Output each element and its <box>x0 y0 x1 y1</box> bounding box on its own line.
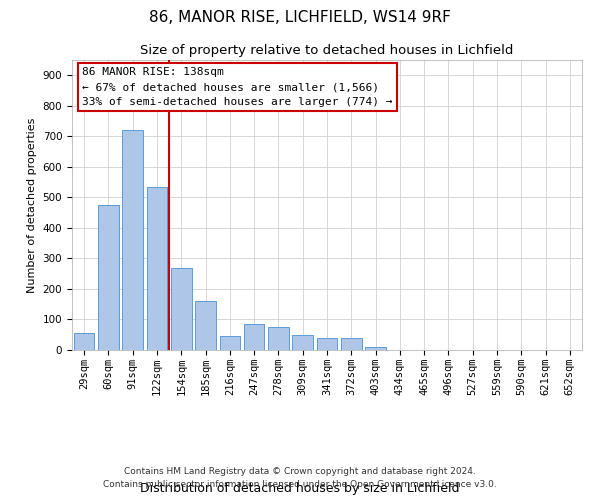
Title: Size of property relative to detached houses in Lichfield: Size of property relative to detached ho… <box>140 44 514 58</box>
Bar <box>341 338 362 350</box>
Bar <box>220 336 240 350</box>
Bar <box>365 347 386 350</box>
Bar <box>268 327 289 350</box>
Text: 86, MANOR RISE, LICHFIELD, WS14 9RF: 86, MANOR RISE, LICHFIELD, WS14 9RF <box>149 10 451 25</box>
Bar <box>171 268 191 350</box>
Bar <box>317 338 337 350</box>
Bar <box>74 333 94 350</box>
Text: Contains HM Land Registry data © Crown copyright and database right 2024.
Contai: Contains HM Land Registry data © Crown c… <box>103 468 497 489</box>
Text: 86 MANOR RISE: 138sqm
← 67% of detached houses are smaller (1,566)
33% of semi-d: 86 MANOR RISE: 138sqm ← 67% of detached … <box>82 67 392 107</box>
Y-axis label: Number of detached properties: Number of detached properties <box>27 118 37 292</box>
Bar <box>122 130 143 350</box>
Bar <box>146 186 167 350</box>
Text: Distribution of detached houses by size in Lichfield: Distribution of detached houses by size … <box>140 482 460 495</box>
Bar <box>98 205 119 350</box>
Bar <box>292 334 313 350</box>
Bar <box>244 324 265 350</box>
Bar <box>195 301 216 350</box>
